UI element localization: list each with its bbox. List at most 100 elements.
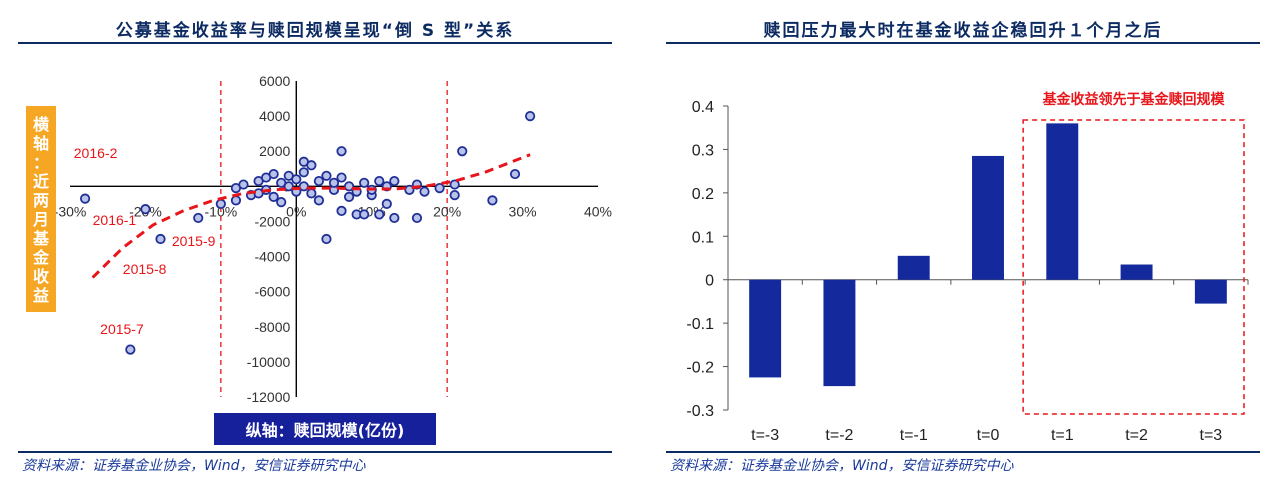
scatter-point [525, 111, 536, 122]
scatter-point [343, 191, 355, 202]
scatter-point [268, 168, 279, 180]
point-annotation: 2016-2 [74, 145, 118, 161]
footer-divider [18, 451, 612, 453]
bar [823, 279, 856, 387]
scatter-point [321, 233, 332, 245]
scatter-point [343, 181, 355, 192]
x-tick-label: 40% [584, 203, 612, 219]
scatter-point [411, 212, 423, 224]
scatter-point [306, 160, 317, 171]
x-tick-label: t=-2 [825, 427, 853, 444]
scatter-point [306, 188, 317, 199]
scatter-point [79, 193, 91, 204]
x-tick-label: t=1 [1051, 427, 1074, 444]
scatter-point [321, 170, 332, 181]
x-tick-label: -30% [54, 203, 87, 219]
x-tick-label: t=0 [977, 427, 1000, 444]
bar [1194, 279, 1227, 304]
bar [749, 279, 782, 378]
scatter-point [336, 146, 347, 157]
scatter-point [419, 186, 430, 197]
x-tick-label: 0% [286, 203, 306, 219]
bar-panel: 赎回压力最大时在基金收益企稳回升１个月之后 -0.3 -0.2 -0.1 0 0.1 0.… [648, 0, 1278, 480]
scatter-point [374, 175, 385, 187]
x-tick-label: t=-3 [751, 427, 779, 444]
scatter-panel: 公募基金收益率与赎回规模呈现“倒 S 型”关系 -12000 -10000 -800… [0, 0, 630, 480]
scatter-point [434, 182, 445, 194]
y-tick-label: -8000 [254, 319, 290, 335]
y-tick-label: -12000 [247, 389, 291, 405]
scatter-point [336, 205, 347, 217]
scatter-point [283, 181, 294, 192]
scatter-point [215, 198, 226, 209]
scatter-point [313, 195, 325, 206]
footer-divider [666, 451, 1260, 453]
scatter-point [389, 212, 400, 224]
y-tick-label: -0.1 [686, 316, 714, 333]
scatter-point [313, 175, 325, 187]
source-note: 资料来源：证券基金业协会，Wind，安信证券研究中心 [670, 458, 1014, 474]
y-tick-label: 0.1 [692, 229, 714, 246]
scatter-point [140, 204, 151, 215]
bar [1120, 264, 1153, 280]
y-tick-label: 0.2 [692, 186, 714, 203]
scatter-point [381, 198, 392, 209]
scatter-point [404, 184, 415, 195]
x-tick-label: t=2 [1125, 427, 1148, 444]
source-note: 资料来源：证券基金业协会，Wind，安信证券研究中心 [22, 458, 366, 474]
scatter-title: 公募基金收益率与赎回规模呈现“倒 S 型”关系 [115, 21, 515, 41]
x-tick-label: 20% [433, 203, 461, 219]
x-tick-label: -10% [205, 203, 238, 219]
scatter-point [509, 168, 521, 180]
y-tick-label: -2000 [254, 213, 290, 229]
y-tick-label: -4000 [254, 249, 290, 265]
x-tick-label: t=-1 [900, 427, 928, 444]
scatter-point [389, 175, 400, 187]
y-axis-label-box [26, 106, 56, 312]
scatter-point [449, 190, 460, 201]
y-tick-label: -0.3 [686, 403, 714, 420]
point-annotation: 2015-7 [100, 321, 144, 337]
bar [897, 255, 930, 280]
x-axis-label: 纵轴：赎回规模(亿份) [246, 421, 405, 440]
y-tick-label: 0.3 [692, 142, 714, 159]
scatter-point [359, 209, 370, 220]
scatter-point [449, 179, 460, 190]
y-tick-label: 4000 [259, 108, 290, 124]
scatter-point [298, 167, 309, 178]
scatter-point [268, 191, 279, 202]
scatter-point [298, 181, 309, 192]
point-annotation: 2016-1 [93, 212, 137, 228]
x-axis-label-box [214, 413, 436, 445]
y-tick-label: 0.4 [692, 99, 714, 116]
highlight-label: 基金收益领先于基金赎回规模 [1043, 91, 1226, 108]
x-tick-label: 30% [509, 203, 537, 219]
y-tick-label: -10000 [247, 354, 291, 370]
title-divider [666, 42, 1260, 44]
point-annotation: 2015-8 [123, 261, 167, 277]
trend-curve [91, 153, 531, 279]
bar-chart: -0.3 -0.2 -0.1 0 0.1 0.2 0.3 0.4 基金收益领先于基金赎回规模 t=… [686, 91, 1249, 444]
highlight-region [1022, 119, 1245, 415]
bar-title: 赎回压力最大时在基金收益企稳回升１个月之后 [763, 21, 1163, 41]
scatter-point [155, 233, 166, 245]
scatter-point [328, 177, 340, 188]
scatter-point [359, 177, 370, 188]
point-annotation: 2015-9 [172, 233, 216, 249]
scatter-point [238, 179, 249, 190]
bar [972, 155, 1004, 280]
y-tick-label: -0.2 [686, 360, 714, 377]
scatter-point [230, 195, 242, 206]
scatter-point [374, 209, 385, 220]
x-tick-label: t=3 [1200, 427, 1223, 444]
y-axis-label: 横轴：近两月基金收益 [32, 115, 50, 305]
scatter-point [457, 146, 468, 157]
y-tick-label: -6000 [254, 284, 290, 300]
y-tick-label: 2000 [259, 143, 290, 159]
y-tick-label: 6000 [259, 73, 290, 89]
scatter-point [291, 174, 302, 185]
y-tick-label: 0 [705, 273, 714, 290]
scatter-chart: -12000-10000-8000-6000-4000-200002000400… [26, 73, 612, 445]
scatter-point [193, 212, 204, 224]
bar [1046, 123, 1079, 280]
